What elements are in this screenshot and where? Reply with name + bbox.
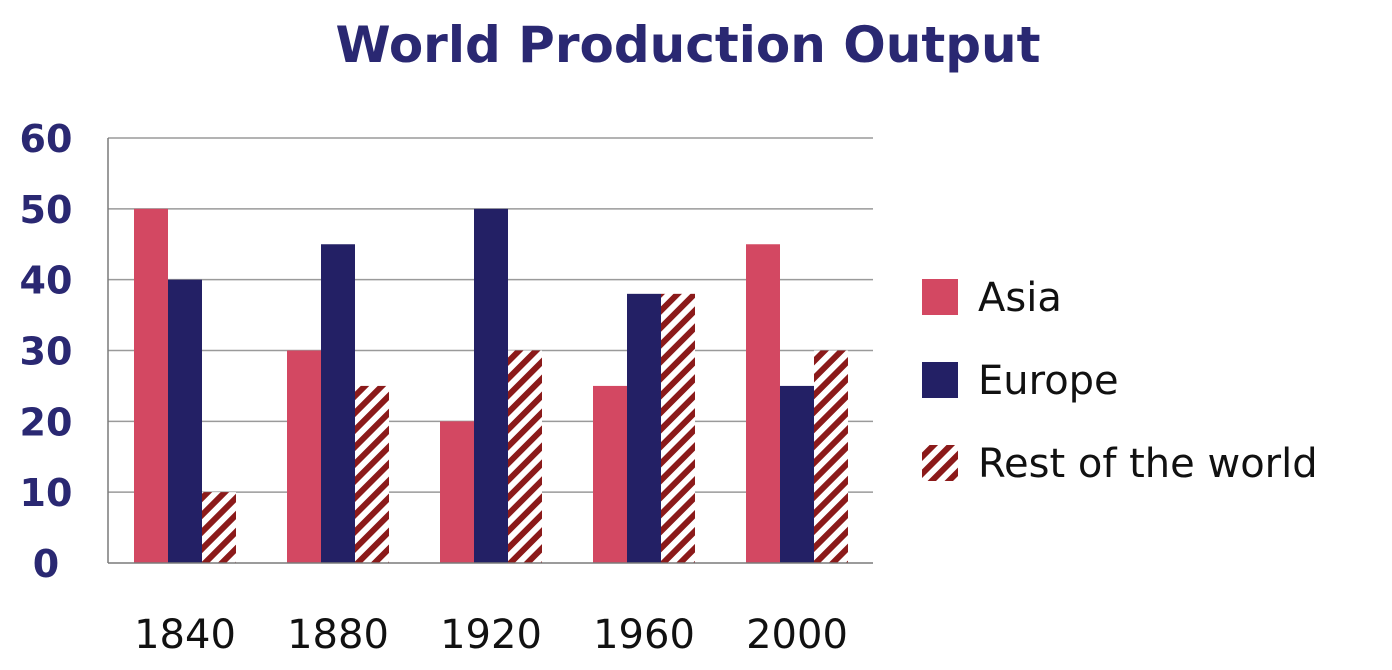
legend-swatch-asia [922,279,958,315]
bar-europe-1960 [627,293,661,563]
axis-layer [107,138,873,564]
x-tick-label: 1960 [593,612,695,658]
x-tick-labels: 1840 1880 1920 1960 2000 [134,612,848,658]
bar-rest-of-the-world-1960 [661,293,695,563]
x-tick-label: 1920 [440,612,542,658]
bar-europe-1840 [168,279,202,563]
bar-asia-1920 [440,421,474,563]
legend-swatch-rest-of-the-world [922,445,958,481]
y-tick-label: 60 [20,117,73,161]
x-tick-label: 2000 [746,612,848,658]
y-tick-label: 10 [20,471,73,515]
bars-layer [134,208,848,564]
bar-rest-of-the-world-1880 [355,385,389,563]
bar-europe-1880 [321,244,355,563]
legend-label-asia: Asia [978,275,1062,321]
y-tick-label: 30 [20,330,73,374]
y-tick-label: 50 [20,188,73,232]
bar-asia-1880 [287,350,321,563]
bar-rest-of-the-world-2000 [814,350,848,563]
bar-asia-1960 [593,385,627,563]
legend-label-rest-of-the-world: Rest of the world [978,441,1318,487]
bar-europe-1920 [474,208,508,564]
legend-swatch-europe [922,362,958,398]
legend: Asia Europe Rest of the world [922,275,1318,487]
y-tick-labels: 0 10 20 30 40 50 60 [20,117,73,586]
bar-rest-of-the-world-1840 [202,492,236,563]
y-tick-label: 20 [20,400,73,444]
x-tick-label: 1840 [134,612,236,658]
y-tick-label: 40 [20,259,73,303]
bar-asia-1840 [134,208,168,564]
y-tick-label: 0 [33,542,59,586]
x-tick-label: 1880 [287,612,389,658]
legend-label-europe: Europe [978,358,1119,404]
bar-europe-2000 [780,385,814,563]
chart-title: World Production Output [335,16,1040,74]
bar-rest-of-the-world-1920 [508,350,542,563]
bar-asia-2000 [746,244,780,563]
